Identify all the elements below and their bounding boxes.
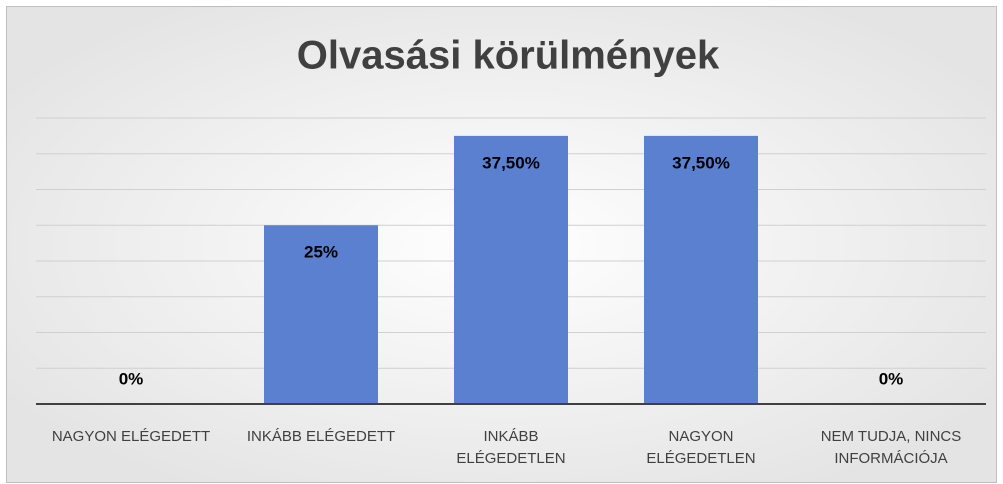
data-label: 25% (304, 243, 338, 262)
x-tick-label: NAGYON ELÉGEDETT (52, 428, 210, 445)
chart-title: Olvasási körülmények (297, 34, 720, 78)
x-tick-label: INKÁBB ELÉGEDETT (247, 428, 395, 445)
x-tick-label: INKÁBB ELÉGEDETLEN (456, 428, 565, 467)
bar (264, 225, 378, 404)
x-tick-label: NEM TUDJA, NINCS INFORMÁCIÓJA (821, 428, 962, 467)
bar (644, 135, 758, 404)
data-label: 0% (879, 369, 904, 388)
x-tick-label: NAGYON ELÉGEDETLEN (646, 428, 755, 467)
data-label: 37,50% (672, 153, 730, 172)
bar (454, 135, 568, 404)
data-label: 37,50% (482, 153, 540, 172)
data-label: 0% (119, 369, 144, 388)
